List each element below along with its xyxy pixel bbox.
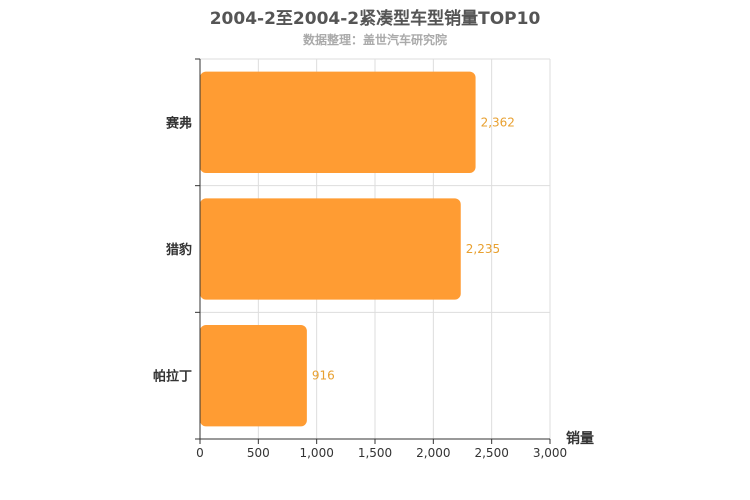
data-label: 2,362 xyxy=(481,115,515,129)
x-tick-label: 1,000 xyxy=(299,446,333,460)
category-label: 猎豹 xyxy=(166,242,192,258)
x-tick-label: 3,000 xyxy=(533,446,567,460)
bar xyxy=(200,71,476,173)
x-tick-label: 0 xyxy=(196,446,204,460)
x-tick-label: 2,000 xyxy=(416,446,450,460)
x-axis-title: 销量 xyxy=(566,430,594,447)
category-label: 赛弗 xyxy=(165,115,192,131)
bar xyxy=(200,198,461,300)
x-tick-label: 2,500 xyxy=(474,446,508,460)
chart-title: 2004-2至2004-2紧凑型车型销量TOP10 xyxy=(209,9,541,29)
x-tick-label: 1,500 xyxy=(358,446,392,460)
category-label: 帕拉丁 xyxy=(153,369,192,385)
data-label: 2,235 xyxy=(466,242,500,256)
x-tick-label: 500 xyxy=(247,446,270,460)
data-label: 916 xyxy=(312,369,335,383)
bar xyxy=(200,325,307,427)
chart-subtitle: 数据整理：盖世汽车研究院 xyxy=(302,33,447,47)
